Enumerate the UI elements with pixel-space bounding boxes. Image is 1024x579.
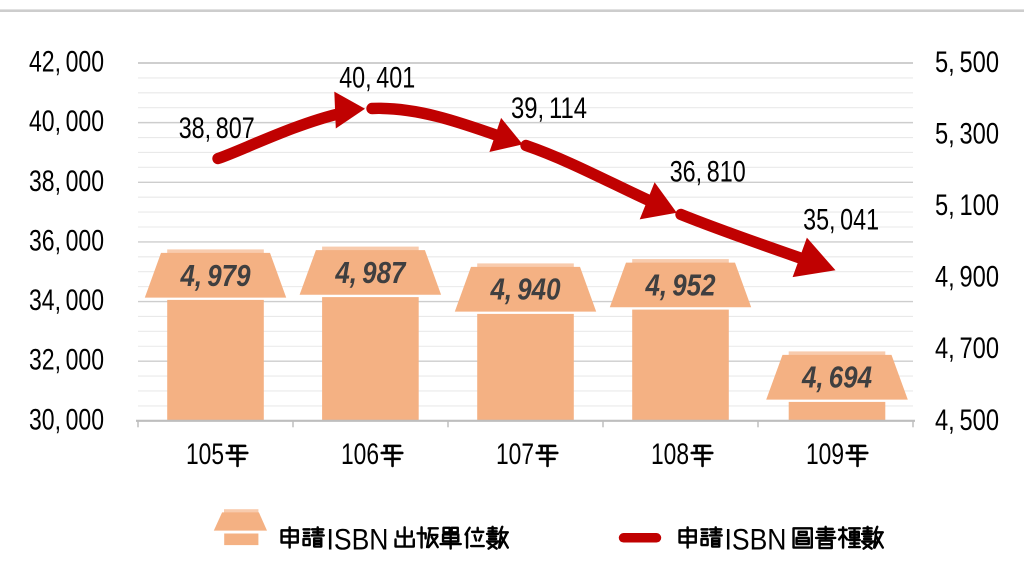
svg-text:40, 000: 40, 000: [29, 105, 104, 138]
svg-text:ISBN: ISBN: [327, 524, 389, 557]
svg-text:105: 105: [186, 438, 224, 471]
svg-text:ISBN: ISBN: [725, 524, 787, 557]
svg-text:34, 000: 34, 000: [29, 284, 104, 317]
svg-text:38, 807: 38, 807: [179, 112, 255, 145]
svg-text:4, 952: 4, 952: [645, 267, 716, 302]
svg-text:5, 300: 5, 300: [935, 118, 999, 151]
svg-text:4, 700: 4, 700: [935, 332, 999, 365]
svg-text:4, 900: 4, 900: [935, 261, 999, 294]
svg-text:5, 100: 5, 100: [935, 189, 999, 222]
svg-text:40, 401: 40, 401: [339, 61, 415, 94]
svg-text:4, 940: 4, 940: [490, 272, 561, 307]
svg-text:106: 106: [341, 438, 379, 471]
svg-text:38, 000: 38, 000: [29, 165, 104, 198]
svg-text:5, 500: 5, 500: [935, 46, 999, 79]
svg-text:107: 107: [496, 438, 534, 471]
svg-text:42, 000: 42, 000: [29, 46, 104, 79]
svg-text:36, 810: 36, 810: [670, 155, 746, 188]
svg-text:30, 000: 30, 000: [29, 403, 104, 436]
svg-text:4, 979: 4, 979: [180, 258, 251, 293]
svg-text:32, 000: 32, 000: [29, 344, 104, 377]
svg-text:4, 500: 4, 500: [935, 404, 999, 437]
svg-text:4, 694: 4, 694: [801, 360, 872, 395]
svg-text:109: 109: [806, 438, 844, 471]
svg-text:39, 114: 39, 114: [511, 92, 587, 125]
svg-text:4, 987: 4, 987: [335, 255, 407, 290]
svg-text:108: 108: [651, 438, 689, 471]
svg-text:35, 041: 35, 041: [803, 204, 879, 237]
svg-text:36, 000: 36, 000: [29, 224, 104, 257]
